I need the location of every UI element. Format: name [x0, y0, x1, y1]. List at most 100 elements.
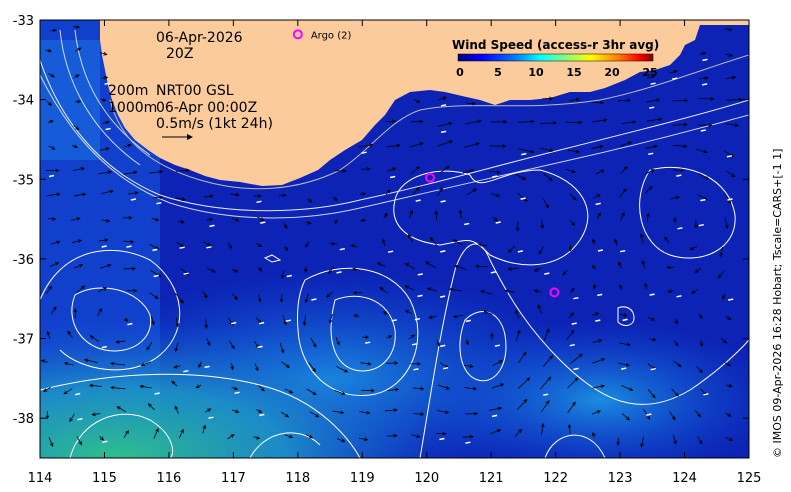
current-vector-head: [55, 168, 60, 173]
current-vector-head: [147, 403, 152, 408]
current-vector-head: [233, 295, 238, 301]
current-vector: [569, 99, 580, 101]
current-vector: [647, 317, 655, 321]
current-vector-head: [102, 287, 108, 291]
deep-current-vector: [700, 129, 706, 132]
current-vector-head: [366, 167, 371, 171]
current-vector: [99, 264, 111, 269]
current-vector: [282, 315, 287, 325]
current-vector-head: [180, 243, 185, 247]
current-vector: [64, 362, 74, 366]
deep-current-vector: [130, 198, 137, 201]
current-vector-head: [50, 73, 55, 78]
current-vector-head: [98, 307, 102, 313]
current-vector: [670, 196, 680, 200]
current-vector: [617, 437, 620, 446]
current-vector: [437, 187, 443, 197]
current-vector: [386, 335, 392, 339]
x-tick-label: 120: [414, 471, 439, 486]
current-vector: [116, 406, 127, 413]
current-vector: [284, 434, 293, 438]
current-vector: [351, 244, 358, 248]
current-vector: [466, 102, 476, 105]
current-vector-head: [658, 117, 663, 122]
current-vector: [621, 385, 633, 391]
current-vector: [462, 169, 474, 174]
current-vector-head: [367, 361, 372, 366]
deep-current-vector: [569, 343, 575, 347]
date-label: 06-Apr-2026: [156, 30, 243, 46]
current-vector: [98, 239, 108, 242]
current-vector: [725, 53, 733, 57]
argo-float-marker[interactable]: [292, 29, 303, 40]
deep-current-vector: [440, 104, 447, 107]
current-vector: [48, 217, 56, 220]
current-vector-head: [597, 212, 601, 217]
current-vector-head: [701, 51, 707, 56]
current-vector: [386, 145, 400, 148]
current-vector-head: [80, 167, 86, 171]
colorbar-tick-label: 15: [566, 66, 581, 79]
current-vector: [489, 170, 501, 173]
current-vector: [508, 267, 519, 270]
argo-float-marker[interactable]: [424, 172, 435, 183]
current-vector: [203, 195, 213, 198]
current-vector-head: [504, 289, 509, 293]
current-vector: [672, 434, 677, 444]
current-vector-head: [179, 299, 184, 304]
current-vector-head: [195, 384, 200, 389]
argo-float-marker[interactable]: [549, 287, 560, 298]
current-vector-head: [444, 410, 450, 414]
current-vector: [669, 70, 678, 74]
current-vector-head: [640, 443, 645, 448]
current-vector: [176, 241, 184, 247]
current-vector: [99, 52, 107, 55]
current-vector: [148, 403, 155, 411]
current-vector-head: [45, 415, 50, 420]
deep-current-vector: [492, 175, 498, 178]
deep-current-vector: [286, 274, 292, 278]
current-vector-head: [708, 123, 713, 128]
current-vector-head: [571, 401, 576, 406]
current-vector: [540, 423, 544, 436]
current-vector: [305, 241, 310, 248]
current-vector: [492, 216, 498, 222]
shelf-line: [109, 54, 749, 190]
current-vector-head: [625, 416, 631, 421]
current-vector-head: [653, 144, 659, 149]
deep-current-vector: [417, 273, 423, 276]
current-vector-head: [728, 53, 733, 57]
deep-current-vector: [700, 198, 706, 202]
deep-current-vector: [257, 345, 263, 349]
current-vector-head: [206, 341, 211, 347]
deep-current-vector: [260, 221, 266, 224]
current-vector-head: [549, 148, 554, 153]
current-vector: [596, 212, 601, 220]
current-vector: [149, 244, 159, 250]
current-vector-head: [434, 210, 439, 215]
current-vector-head: [452, 239, 458, 244]
colorbar: [457, 53, 654, 62]
deep-current-vector: [595, 202, 601, 206]
current-vector: [725, 412, 732, 417]
y-tick-label: -34: [13, 94, 34, 109]
deep-current-vector: [339, 247, 345, 251]
current-vector: [102, 121, 110, 124]
current-vector: [69, 413, 75, 422]
current-vector: [206, 267, 216, 273]
current-vector-head: [507, 267, 512, 271]
current-vector-head: [124, 317, 129, 322]
current-vector: [694, 410, 701, 417]
current-vector-head: [257, 298, 262, 303]
current-vector-head: [698, 369, 703, 374]
current-vector-head: [533, 268, 539, 272]
current-vector-head: [428, 315, 433, 319]
current-vector-head: [416, 434, 421, 438]
current-vector: [303, 315, 306, 326]
current-vector: [383, 213, 388, 219]
current-vector-head: [155, 427, 159, 433]
current-vector: [490, 429, 501, 435]
deep-current-vector: [573, 367, 579, 371]
current-vector-head: [284, 246, 289, 251]
current-vector-head: [495, 193, 501, 197]
